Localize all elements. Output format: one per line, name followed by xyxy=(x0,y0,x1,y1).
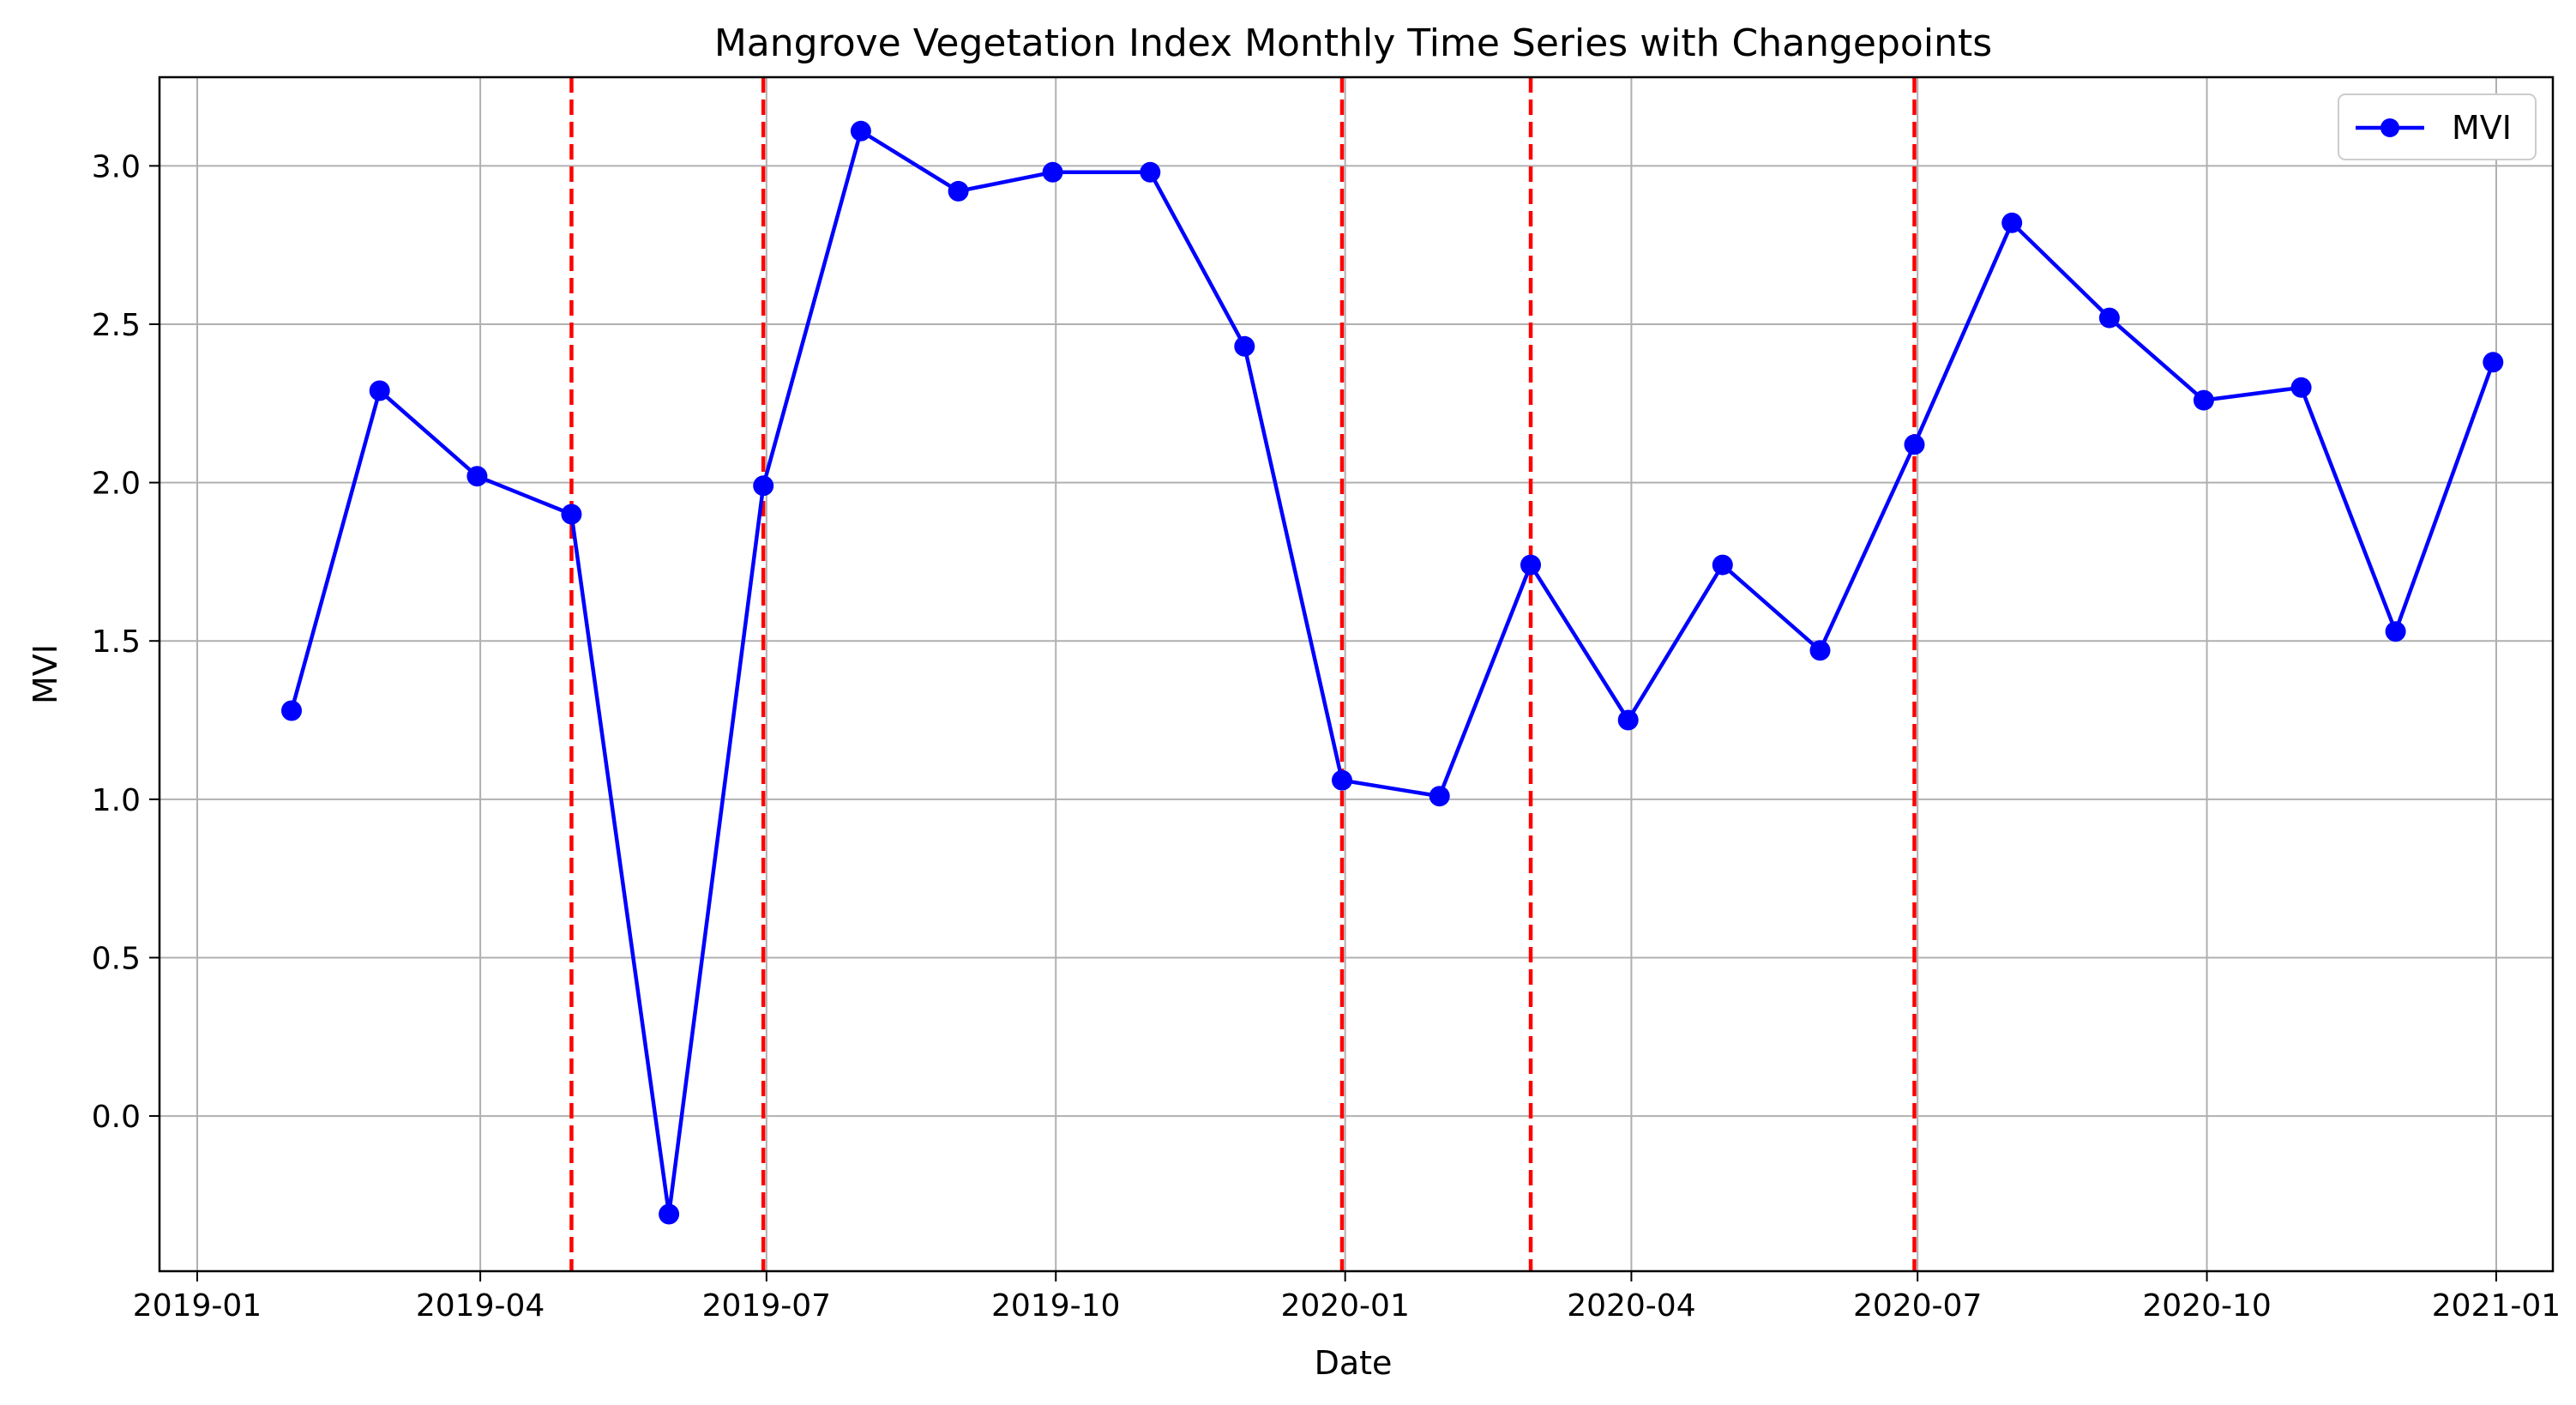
y-tick-label: 0.5 xyxy=(92,941,141,976)
legend-label-mvi: MVI xyxy=(2452,109,2512,147)
data-point xyxy=(1617,709,1639,731)
data-point xyxy=(1429,786,1450,807)
series-line xyxy=(289,129,2495,1216)
y-axis-label: MVI xyxy=(27,644,64,704)
changepoint-lines xyxy=(569,77,1917,1271)
data-point xyxy=(2193,389,2214,411)
y-tick-label: 3.0 xyxy=(92,149,141,184)
data-point xyxy=(948,180,969,202)
data-point xyxy=(1042,161,1063,183)
legend: MVI xyxy=(2338,93,2537,160)
data-point xyxy=(850,120,871,142)
x-tick-label: 2019-10 xyxy=(991,1288,1120,1324)
data-point xyxy=(2385,621,2406,642)
x-tick-label: 2019-07 xyxy=(702,1288,831,1324)
data-point xyxy=(369,380,390,401)
data-point xyxy=(659,1203,680,1225)
data-point xyxy=(1712,554,1733,576)
x-tick-label: 2020-10 xyxy=(2142,1288,2271,1324)
x-tick-label: 2019-01 xyxy=(133,1288,262,1324)
data-point xyxy=(753,475,774,497)
series-mvi xyxy=(281,120,2504,1225)
y-axis: 0.0 0.5 1.0 1.5 2.0 2.5 3.0 xyxy=(92,149,159,1135)
x-tick-label: 2020-01 xyxy=(1280,1288,1409,1324)
data-point xyxy=(1332,769,1352,791)
data-point xyxy=(2001,212,2023,233)
y-tick-label: 2.0 xyxy=(92,467,141,502)
x-axis: 2019-01 2019-04 2019-07 2019-10 2020-01 2020-… xyxy=(133,1271,2561,1324)
grid xyxy=(159,77,2553,1271)
y-tick-label: 0.0 xyxy=(92,1100,141,1135)
x-tick-label: 2021-01 xyxy=(2432,1288,2561,1324)
data-point xyxy=(1520,554,1541,576)
data-point xyxy=(1234,335,1255,357)
data-point xyxy=(281,700,302,721)
legend-marker-sample xyxy=(2380,118,2399,137)
data-point xyxy=(1140,161,1161,183)
data-point xyxy=(1809,640,1831,661)
data-point xyxy=(466,466,488,487)
data-point xyxy=(2290,377,2312,398)
data-point xyxy=(561,504,582,525)
data-point xyxy=(1904,434,1925,455)
y-tick-label: 1.0 xyxy=(92,783,141,818)
x-axis-label: Date xyxy=(1315,1344,1393,1382)
data-point xyxy=(2098,307,2120,329)
data-point xyxy=(2483,352,2504,373)
x-tick-label: 2020-07 xyxy=(1853,1288,1982,1324)
y-tick-label: 1.5 xyxy=(92,624,141,660)
y-tick-label: 2.5 xyxy=(92,308,141,343)
plot-area-frame xyxy=(158,75,2555,1273)
x-tick-label: 2019-04 xyxy=(416,1288,545,1324)
x-tick-label: 2020-04 xyxy=(1567,1288,1695,1324)
chart-title: Mangrove Vegetation Index Monthly Time S… xyxy=(714,21,1992,65)
legend-box xyxy=(2338,93,2537,160)
